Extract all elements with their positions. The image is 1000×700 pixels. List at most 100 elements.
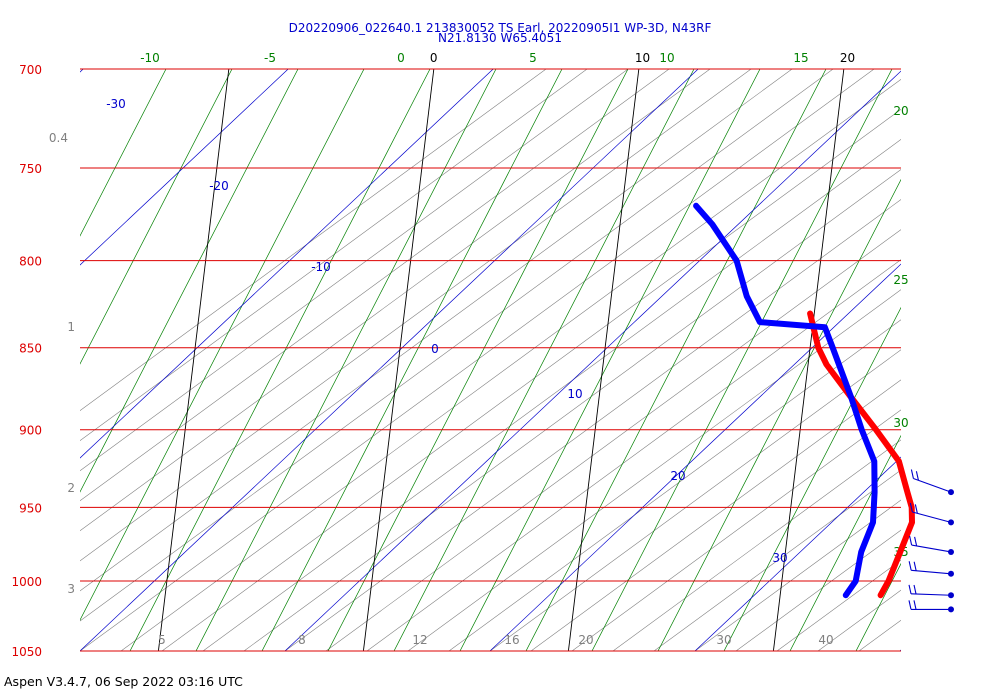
dry-adiabat-line (694, 456, 901, 651)
moist-adiabat-label: 20 (893, 104, 908, 118)
moist-adiabat-label: -10 (140, 51, 160, 65)
moist-adiabat-line (591, 69, 893, 651)
dry-adiabat-line (80, 69, 699, 651)
wind-barb (909, 535, 954, 555)
pressure-label: 700 (19, 63, 42, 77)
wind-barb (908, 584, 954, 599)
mixing-ratio-label: 12 (412, 633, 427, 647)
pressure-label: 850 (19, 342, 42, 356)
mixing-ratio-line (80, 69, 588, 442)
pressure-label: 1050 (11, 645, 42, 659)
moist-adiabat-line (789, 434, 901, 651)
height-label: 0.4 (49, 131, 68, 145)
dry-adiabat-line (80, 69, 84, 73)
moist-adiabat-line (129, 69, 431, 651)
mixing-ratio-line (571, 409, 901, 651)
dry-adiabat-label: -30 (106, 97, 126, 111)
mixing-ratio-line (80, 69, 629, 472)
temperature-trace (807, 310, 915, 599)
mixing-ratio-label: 30 (716, 633, 731, 647)
mixing-ratio-line (243, 169, 901, 651)
mixing-ratio-line (858, 619, 901, 651)
pressure-label: 900 (19, 424, 42, 438)
dry-adiabat-label: -20 (209, 179, 229, 193)
moist-adiabat-label: 25 (893, 273, 908, 287)
mixing-ratio-line (735, 529, 901, 651)
dry-adiabat-label: 10 (567, 387, 582, 401)
mixing-ratio-line (80, 69, 711, 532)
moist-adiabat-line (393, 69, 695, 651)
isotherm-line (157, 69, 230, 651)
mixing-ratio-line (80, 69, 875, 651)
mixing-ratio-label: 5 (158, 633, 166, 647)
moist-adiabat-line (723, 306, 901, 651)
mixing-ratio-line (489, 349, 901, 651)
pressure-label: 950 (19, 501, 42, 515)
isotherm-label: 10 (635, 51, 650, 65)
moist-adiabat-line (327, 69, 629, 651)
mixing-ratio-line (80, 69, 793, 592)
mixing-ratio-label: 16 (504, 633, 519, 647)
mixing-ratio-line (325, 229, 901, 651)
moist-adiabat-line (80, 69, 233, 365)
mixing-ratio-line (982, 50, 1000, 651)
dry-adiabat-label: 30 (772, 551, 787, 565)
mixing-ratio-line (448, 319, 901, 651)
moist-adiabat-label: 5 (529, 51, 537, 65)
mixing-ratio-line (284, 199, 901, 651)
pressure-label: 800 (19, 255, 42, 269)
isotherm-line (567, 69, 640, 651)
mixing-ratio-line (202, 139, 901, 651)
dry-adiabat-line (80, 69, 494, 459)
pressure-label: 1000 (11, 575, 42, 589)
mixing-ratio-line (612, 439, 901, 651)
chart-title: D20220906_022640.1 213830052 TS Earl, 20… (288, 21, 712, 35)
wind-barb (910, 469, 954, 496)
mixing-ratio-line (530, 379, 901, 651)
footer-version: Aspen V3.4.7, 06 Sep 2022 03:16 UTC (4, 674, 243, 689)
mixing-ratio-line (653, 469, 901, 651)
mixing-ratio-line (80, 69, 752, 562)
dry-adiabat-label: 20 (670, 469, 685, 483)
moist-adiabat-line (988, 69, 1000, 651)
moist-adiabat-line (922, 69, 1000, 651)
wind-barb (908, 561, 954, 577)
dewpoint-trace (693, 202, 878, 599)
moist-adiabat-line (80, 69, 365, 621)
mixing-ratio-line (899, 649, 901, 651)
dry-adiabat-line (489, 263, 901, 651)
height-label: 2 (67, 481, 75, 495)
mixing-ratio-label: 20 (578, 633, 593, 647)
mixing-ratio-line (776, 559, 901, 651)
moist-adiabat-line (195, 69, 497, 651)
mixing-ratio-line (817, 589, 901, 651)
isotherm-label: 0 (430, 51, 438, 65)
mixing-ratio-line (80, 69, 547, 411)
moist-adiabat-label: 10 (659, 51, 674, 65)
moist-adiabat-label: 0 (397, 51, 405, 65)
mixing-ratio-line (694, 499, 901, 651)
moist-adiabat-line (459, 69, 761, 651)
moist-adiabat-label: 30 (893, 416, 908, 430)
mixing-ratio-line (941, 50, 1000, 651)
height-label: 3 (67, 582, 75, 596)
moist-adiabat-line (80, 69, 167, 237)
height-label: 1 (67, 320, 75, 334)
moist-adiabat-label: -5 (264, 51, 276, 65)
moist-adiabat-line (525, 69, 827, 651)
wind-barb (908, 600, 954, 613)
pressure-label: 750 (19, 162, 42, 176)
isotherm-label: 20 (840, 51, 855, 65)
isotherm-line (362, 69, 435, 651)
chart-subtitle: N21.8130 W65.4051 (438, 31, 562, 45)
mixing-ratio-label: 8 (298, 633, 306, 647)
moist-adiabat-label: 15 (793, 51, 808, 65)
mixing-ratio-label: 40 (818, 633, 833, 647)
moist-adiabat-line (657, 178, 901, 651)
mixing-ratio-line (366, 259, 901, 651)
dry-adiabat-label: -10 (311, 260, 331, 274)
mixing-ratio-line (120, 78, 901, 651)
background-lines (80, 50, 1000, 651)
dry-adiabat-label: 0 (431, 342, 439, 356)
